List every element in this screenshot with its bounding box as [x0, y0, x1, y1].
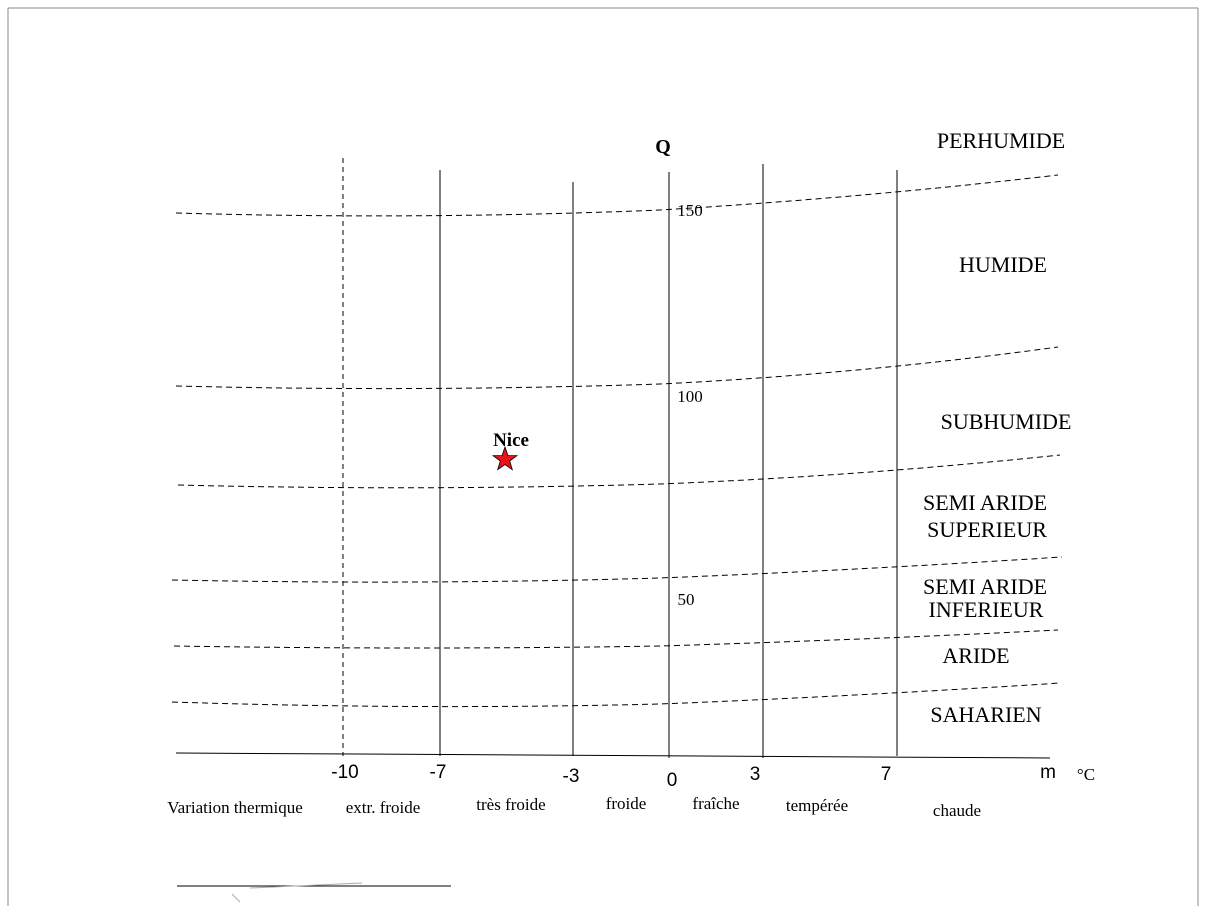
winter-temperee: tempérée: [786, 796, 848, 815]
winter-chaude: chaude: [933, 801, 981, 820]
boundary-subhumide-semiaride-sup: [177, 454, 1061, 489]
boundary-semiaride-inf-aride: [173, 629, 1059, 649]
winter-froide: froide: [606, 794, 647, 813]
zone-labels: PERHUMIDE HUMIDE SUBHUMIDE SEMI ARIDE SU…: [923, 128, 1071, 727]
winter-tres-froide: très froide: [476, 795, 545, 814]
footnote-mark-small: [231, 893, 241, 903]
m-axis-unit: °C: [1077, 765, 1095, 784]
q-tick-150: 150: [677, 201, 703, 220]
bioclimate-boundaries: [171, 174, 1063, 708]
q-axis-title: Q: [655, 136, 671, 158]
boundary-humide-subhumide: [175, 346, 1059, 390]
winter-fraiche: fraîche: [692, 794, 739, 813]
q-tick-100: 100: [677, 387, 703, 406]
m-axis: [175, 752, 1051, 759]
station-marker-nice-star-icon: [491, 445, 519, 471]
boundary-semiaride-sup-inf: [171, 556, 1063, 583]
m-tick-3: 3: [750, 764, 761, 785]
zone-aride: ARIDE: [942, 643, 1009, 668]
zone-saharien: SAHARIEN: [930, 702, 1041, 727]
zone-perhumide: PERHUMIDE: [937, 128, 1065, 153]
winter-extr-froide: extr. froide: [346, 798, 421, 817]
m-tick-7: 7: [881, 764, 892, 785]
winter-type-labels: Variation thermique extr. froide très fr…: [167, 794, 981, 820]
zone-semiaride-inf-line1: SEMI ARIDE: [923, 574, 1047, 599]
boundary-aride-saharien: [171, 682, 1061, 708]
zone-semiaride-sup-line2: SUPERIEUR: [927, 517, 1047, 542]
boundary-perhumide-humide: [175, 174, 1059, 217]
zone-semiaride-sup-line1: SEMI ARIDE: [923, 490, 1047, 515]
m-axis-title: m: [1040, 762, 1056, 783]
zone-subhumide: SUBHUMIDE: [941, 409, 1072, 434]
station-label-nice: Nice: [493, 430, 529, 451]
m-tick-minus3: -3: [563, 766, 580, 787]
zone-humide: HUMIDE: [959, 252, 1047, 277]
footnote-mark: [249, 882, 363, 889]
m-tick-minus10: -10: [331, 762, 358, 783]
m-threshold-lines: [342, 158, 898, 758]
m-tick-minus7: -7: [430, 762, 447, 783]
zone-semiaride-inf-line2: INFERIEUR: [929, 597, 1044, 622]
variation-thermique-label: Variation thermique: [167, 798, 303, 817]
m-tick-0: 0: [667, 770, 678, 791]
q-tick-50: 50: [678, 590, 695, 609]
